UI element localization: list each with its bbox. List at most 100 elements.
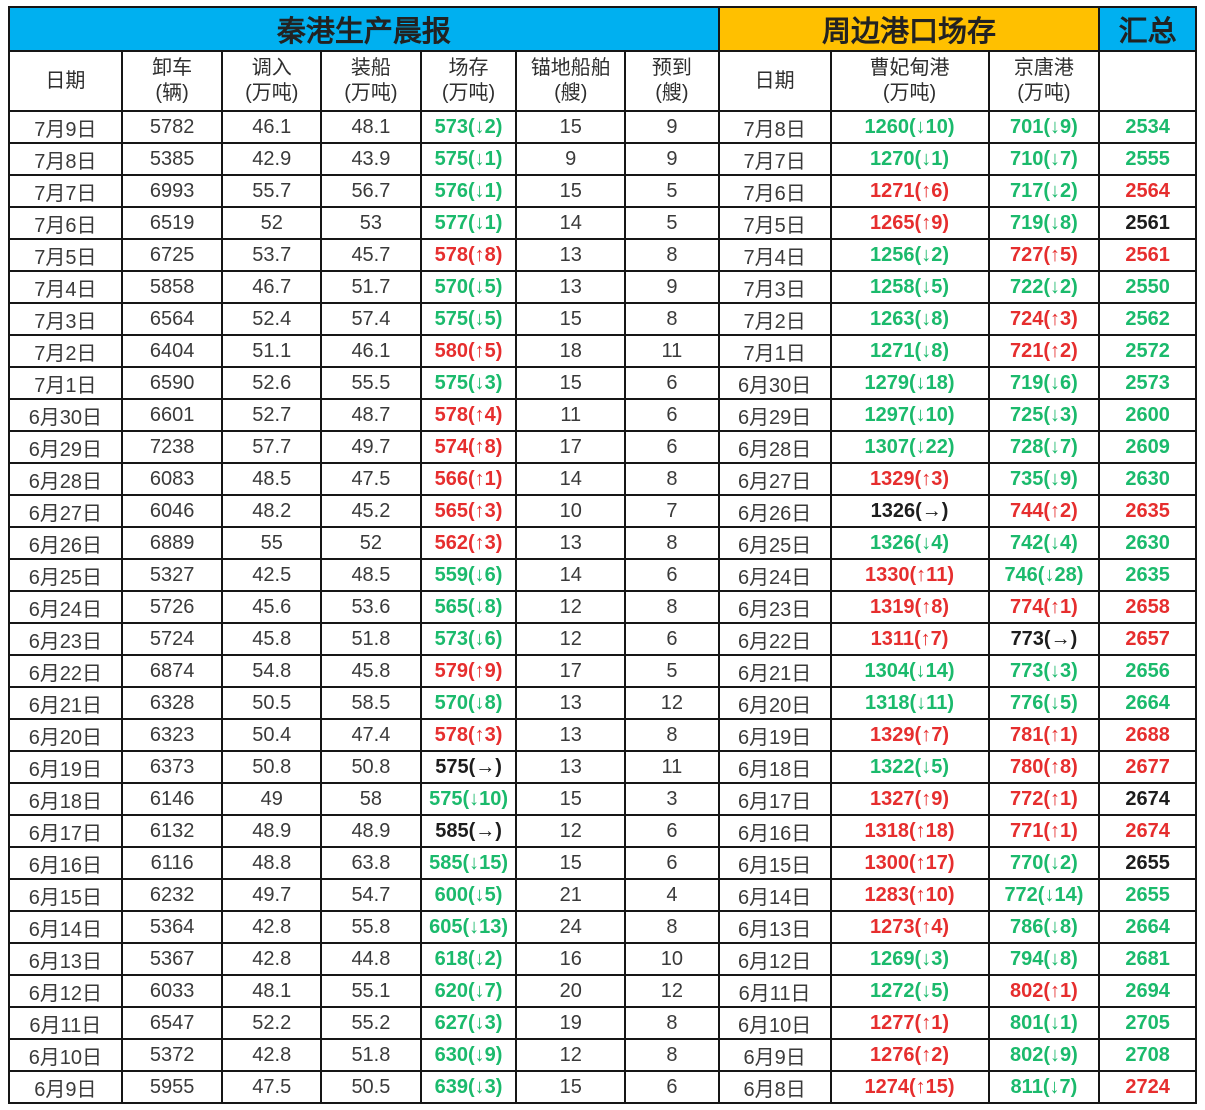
caofeidian-cell: 1271(↑6) bbox=[829, 174, 990, 208]
date-neighbor-cell: 6月17日 bbox=[717, 782, 832, 816]
jingtang-cell: 802(↑1) bbox=[987, 974, 1101, 1008]
inflow-cell: 49 bbox=[221, 782, 323, 816]
qinhuangdao-report-title: 秦港生产晨报 bbox=[8, 6, 720, 52]
total-cell: 2664 bbox=[1098, 686, 1197, 720]
anchored-cell: 11 bbox=[515, 398, 627, 432]
expected-cell: 6 bbox=[624, 398, 720, 432]
date-qhd-cell: 6月26日 bbox=[8, 526, 123, 560]
unload-cell: 5724 bbox=[120, 622, 224, 656]
ship-cell: 48.5 bbox=[320, 558, 422, 592]
inflow-cell: 54.8 bbox=[221, 654, 323, 688]
caofeidian-cell: 1322(↓5) bbox=[829, 750, 990, 784]
date-qhd-cell: 6月17日 bbox=[8, 814, 123, 848]
caofeidian-cell: 1327(↑9) bbox=[829, 782, 990, 816]
date-qhd-cell: 6月13日 bbox=[8, 942, 123, 976]
inflow-cell: 52 bbox=[221, 206, 323, 240]
anchored-cell: 13 bbox=[515, 270, 627, 304]
ship-cell: 58.5 bbox=[320, 686, 422, 720]
table-row: 6月19日 6373 50.8 50.8 575(→) 13 11 6月18日 1322(↓5)… bbox=[8, 750, 1197, 784]
jingtang-cell: 773(→) bbox=[987, 622, 1101, 656]
unload-cell: 6116 bbox=[120, 846, 224, 880]
table-row: 6月25日 5327 42.5 48.5 559(↓6) 14 6 6月24日 1330(↑11… bbox=[8, 558, 1197, 592]
unload-cell: 5955 bbox=[120, 1070, 224, 1104]
table-row: 6月17日 6132 48.9 48.9 585(→) 12 6 6月16日 1318(↑18)… bbox=[8, 814, 1197, 848]
total-cell: 2555 bbox=[1098, 142, 1197, 176]
date-qhd-cell: 6月30日 bbox=[8, 398, 123, 432]
date-qhd-cell: 6月25日 bbox=[8, 558, 123, 592]
inflow-cell: 48.8 bbox=[221, 846, 323, 880]
stock-cell: 574(↑8) bbox=[419, 430, 518, 464]
expected-cell: 6 bbox=[624, 1070, 720, 1104]
jingtang-cell: 746(↓28) bbox=[987, 558, 1101, 592]
inflow-cell: 42.5 bbox=[221, 558, 323, 592]
unload-cell: 6323 bbox=[120, 718, 224, 752]
date-neighbor-cell: 6月22日 bbox=[717, 622, 832, 656]
total-cell: 2561 bbox=[1098, 206, 1197, 240]
col-header-date-qhd: 日期 bbox=[8, 50, 123, 112]
caofeidian-cell: 1297(↓10) bbox=[829, 398, 990, 432]
date-neighbor-cell: 7月3日 bbox=[717, 270, 832, 304]
stock-cell: 577(↓1) bbox=[419, 206, 518, 240]
ship-cell: 55.1 bbox=[320, 974, 422, 1008]
col-header-jingtang: 京唐港 (万吨) bbox=[987, 50, 1101, 112]
anchored-cell: 13 bbox=[515, 718, 627, 752]
date-qhd-cell: 7月8日 bbox=[8, 142, 123, 176]
anchored-cell: 14 bbox=[515, 558, 627, 592]
stock-cell: 585(↓15) bbox=[419, 846, 518, 880]
anchored-cell: 13 bbox=[515, 686, 627, 720]
anchored-cell: 15 bbox=[515, 782, 627, 816]
jingtang-cell: 771(↑1) bbox=[987, 814, 1101, 848]
caofeidian-cell: 1276(↑2) bbox=[829, 1038, 990, 1072]
ship-cell: 55.8 bbox=[320, 910, 422, 944]
stock-cell: 575(↓3) bbox=[419, 366, 518, 400]
unload-cell: 6404 bbox=[120, 334, 224, 368]
date-qhd-cell: 6月19日 bbox=[8, 750, 123, 784]
unload-cell: 5364 bbox=[120, 910, 224, 944]
stock-cell: 600(↓5) bbox=[419, 878, 518, 912]
unload-cell: 6232 bbox=[120, 878, 224, 912]
table-row: 6月10日 5372 42.8 51.8 630(↓9) 12 8 6月9日 1276(↑2) 8… bbox=[8, 1038, 1197, 1072]
expected-cell: 6 bbox=[624, 366, 720, 400]
stock-cell: 565(↑3) bbox=[419, 494, 518, 528]
table-row: 6月30日 6601 52.7 48.7 578(↑4) 11 6 6月29日 1297(↓10… bbox=[8, 398, 1197, 432]
unload-cell: 6373 bbox=[120, 750, 224, 784]
table-row: 7月8日 5385 42.9 43.9 575(↓1) 9 9 7月7日 1270(↓1) 710… bbox=[8, 142, 1197, 176]
jingtang-cell: 811(↓7) bbox=[987, 1070, 1101, 1104]
date-qhd-cell: 6月20日 bbox=[8, 718, 123, 752]
ship-cell: 53 bbox=[320, 206, 422, 240]
inflow-cell: 55 bbox=[221, 526, 323, 560]
table-row: 6月21日 6328 50.5 58.5 570(↓8) 13 12 6月20日 1318(↓1… bbox=[8, 686, 1197, 720]
date-neighbor-cell: 6月18日 bbox=[717, 750, 832, 784]
ship-cell: 45.7 bbox=[320, 238, 422, 272]
table-row: 6月27日 6046 48.2 45.2 565(↑3) 10 7 6月26日 1326(→) 7… bbox=[8, 494, 1197, 528]
table-row: 6月13日 5367 42.8 44.8 618(↓2) 16 10 6月12日 1269(↓3… bbox=[8, 942, 1197, 976]
ship-cell: 63.8 bbox=[320, 846, 422, 880]
date-neighbor-cell: 6月25日 bbox=[717, 526, 832, 560]
date-neighbor-cell: 6月19日 bbox=[717, 718, 832, 752]
total-cell: 2674 bbox=[1098, 782, 1197, 816]
total-cell: 2550 bbox=[1098, 270, 1197, 304]
date-neighbor-cell: 7月6日 bbox=[717, 174, 832, 208]
total-cell: 2630 bbox=[1098, 462, 1197, 496]
date-neighbor-cell: 6月28日 bbox=[717, 430, 832, 464]
jingtang-cell: 742(↓4) bbox=[987, 526, 1101, 560]
ship-cell: 51.8 bbox=[320, 622, 422, 656]
total-cell: 2657 bbox=[1098, 622, 1197, 656]
expected-cell: 5 bbox=[624, 174, 720, 208]
inflow-cell: 48.2 bbox=[221, 494, 323, 528]
inflow-cell: 46.7 bbox=[221, 270, 323, 304]
anchored-cell: 17 bbox=[515, 430, 627, 464]
ship-cell: 55.2 bbox=[320, 1006, 422, 1040]
table-row: 6月11日 6547 52.2 55.2 627(↓3) 19 8 6月10日 1277(↑1)… bbox=[8, 1006, 1197, 1040]
expected-cell: 9 bbox=[624, 142, 720, 176]
col-header-unload: 卸车 (辆) bbox=[120, 50, 224, 112]
unload-cell: 6146 bbox=[120, 782, 224, 816]
jingtang-cell: 744(↑2) bbox=[987, 494, 1101, 528]
jingtang-cell: 794(↓8) bbox=[987, 942, 1101, 976]
inflow-cell: 52.7 bbox=[221, 398, 323, 432]
expected-cell: 8 bbox=[624, 462, 720, 496]
date-neighbor-cell: 7月4日 bbox=[717, 238, 832, 272]
table-body: 7月9日 5782 46.1 48.1 573(↓2) 15 9 7月8日 1260(↓10) 7… bbox=[8, 110, 1197, 1104]
stock-cell: 585(→) bbox=[419, 814, 518, 848]
stock-cell: 578(↑8) bbox=[419, 238, 518, 272]
